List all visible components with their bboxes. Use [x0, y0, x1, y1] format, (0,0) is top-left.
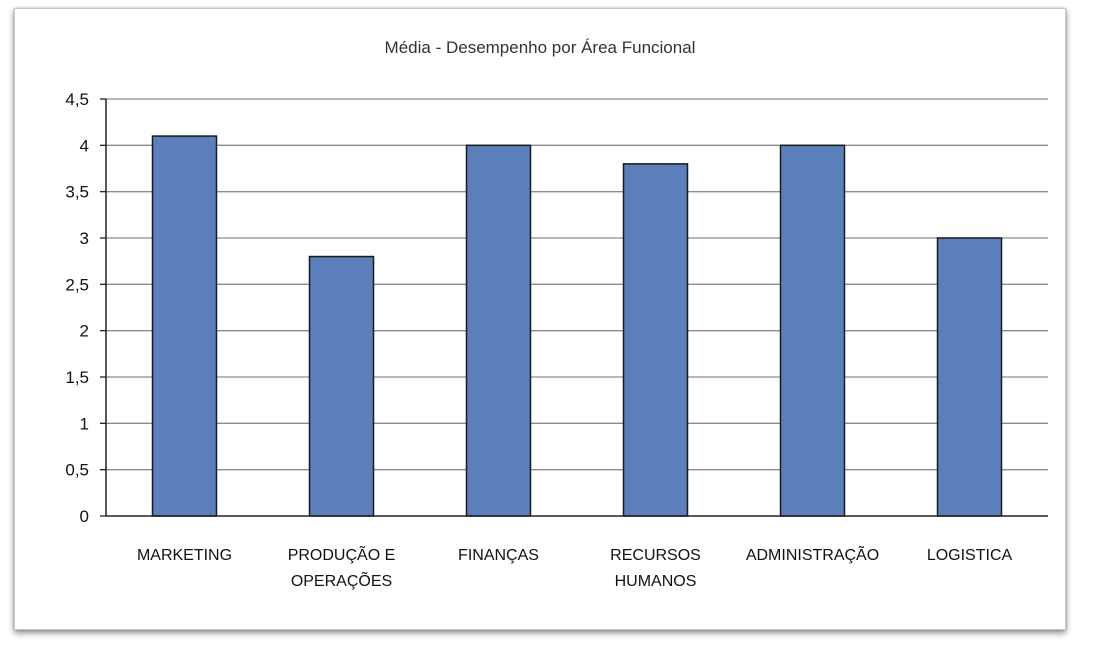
- x-category-label: FINANÇAS: [458, 547, 539, 564]
- x-category-label: HUMANOS: [615, 573, 697, 590]
- y-tick-label: 3,5: [65, 183, 89, 202]
- y-tick-label: 1,5: [65, 368, 89, 387]
- bar: [936, 237, 1003, 517]
- x-category-label: RECURSOS: [610, 547, 701, 564]
- x-axis-labels: MARKETING PRODUÇÃO E OPERAÇÕES FINANÇAS RECU…: [137, 544, 1013, 590]
- y-tick-label: 1: [80, 414, 89, 433]
- y-tick-label: 2: [80, 322, 89, 341]
- x-category-label: PRODUÇÃO E: [288, 544, 396, 564]
- bars: [151, 135, 1003, 517]
- axes: [105, 99, 1048, 517]
- bar: [151, 135, 218, 517]
- bar: [779, 144, 846, 517]
- x-category-label: ADMINISTRAÇÃO: [746, 544, 879, 564]
- gridlines: [106, 98, 1048, 471]
- y-tick-label: 2,5: [65, 275, 89, 294]
- x-category-label: MARKETING: [137, 547, 232, 564]
- y-axis-ticks: 0 0,5 1 1,5 2 2,5 3 3,5 4 4,5: [65, 90, 106, 526]
- y-tick-label: 3: [80, 229, 89, 248]
- y-tick-label: 4: [80, 136, 89, 155]
- x-category-label: OPERAÇÕES: [291, 570, 392, 590]
- chart-title: Média - Desempenho por Área Funcional: [385, 38, 696, 57]
- bar: [622, 163, 689, 517]
- x-category-label: LOGISTICA: [927, 547, 1013, 564]
- y-tick-label: 0,5: [65, 461, 89, 480]
- bar: [308, 255, 375, 517]
- y-tick-label: 4,5: [65, 90, 89, 109]
- y-tick-label: 0: [80, 507, 89, 526]
- bar: [465, 144, 532, 517]
